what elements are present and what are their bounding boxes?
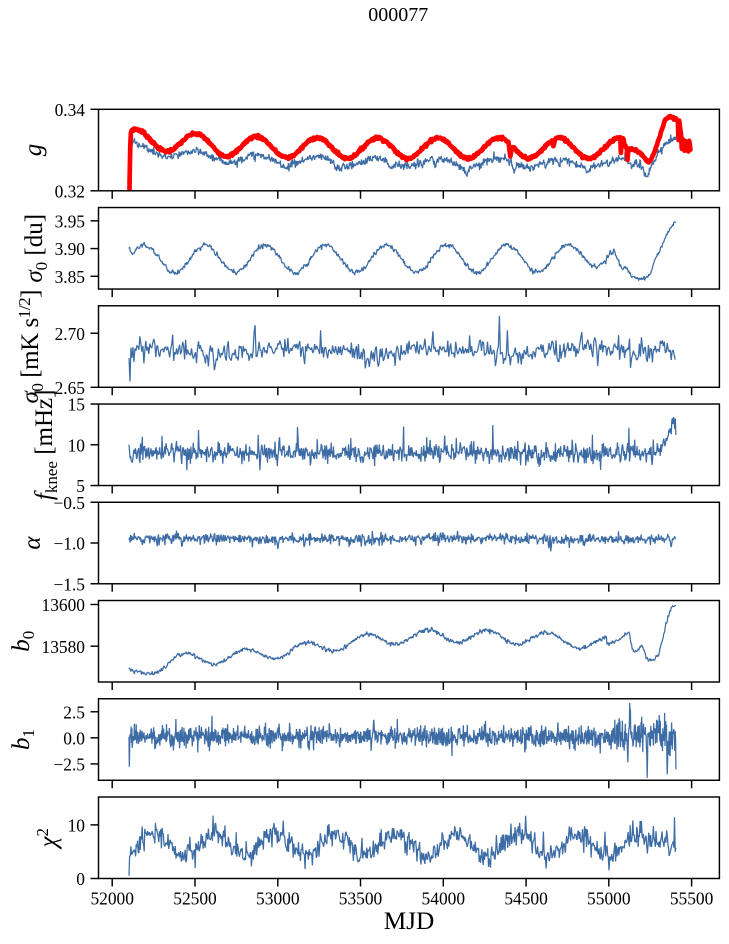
svg-text:0.32: 0.32 (55, 181, 85, 201)
svg-text:53000: 53000 (256, 888, 300, 908)
svg-text:−1.5: −1.5 (53, 574, 85, 594)
svg-text:52000: 52000 (90, 888, 134, 908)
svg-text:10: 10 (68, 815, 86, 835)
svg-text:55000: 55000 (587, 888, 631, 908)
svg-text:−0.5: −0.5 (53, 493, 85, 513)
svg-text:fknee [mHz]: fknee [mHz] (31, 390, 61, 501)
svg-text:15: 15 (68, 395, 86, 415)
svg-text:0.34: 0.34 (55, 100, 86, 120)
svg-text:χ2: χ2 (33, 828, 62, 850)
svg-text:g: g (20, 144, 47, 157)
svg-text:−2.5: −2.5 (53, 755, 85, 775)
svg-text:b1: b1 (8, 729, 38, 750)
svg-text:3.95: 3.95 (55, 211, 86, 231)
svg-text:2.5: 2.5 (63, 702, 85, 722)
svg-text:σ0 [mK s1/2]: σ0 [mK s1/2] (15, 290, 47, 404)
svg-text:−1.0: −1.0 (53, 534, 85, 554)
svg-text:13600: 13600 (42, 595, 86, 615)
svg-text:2.65: 2.65 (55, 378, 86, 398)
svg-text:3.90: 3.90 (55, 239, 86, 259)
svg-text:53500: 53500 (339, 888, 383, 908)
svg-text:0.0: 0.0 (63, 728, 85, 748)
svg-text:13580: 13580 (42, 637, 86, 657)
svg-text:54000: 54000 (422, 888, 466, 908)
svg-text:10: 10 (68, 435, 86, 455)
svg-text:0: 0 (76, 869, 85, 889)
svg-text:52500: 52500 (173, 888, 217, 908)
svg-text:3.85: 3.85 (55, 267, 86, 287)
svg-text:σ0 [du]: σ0 [du] (21, 214, 51, 283)
svg-text:55500: 55500 (670, 888, 714, 908)
svg-text:000077: 000077 (368, 4, 428, 26)
svg-text:54500: 54500 (504, 888, 548, 908)
svg-text:2.70: 2.70 (55, 324, 86, 344)
svg-text:MJD: MJD (384, 907, 435, 935)
svg-text:b0: b0 (8, 631, 38, 652)
svg-text:α: α (19, 536, 46, 550)
svg-text:5: 5 (76, 476, 85, 496)
